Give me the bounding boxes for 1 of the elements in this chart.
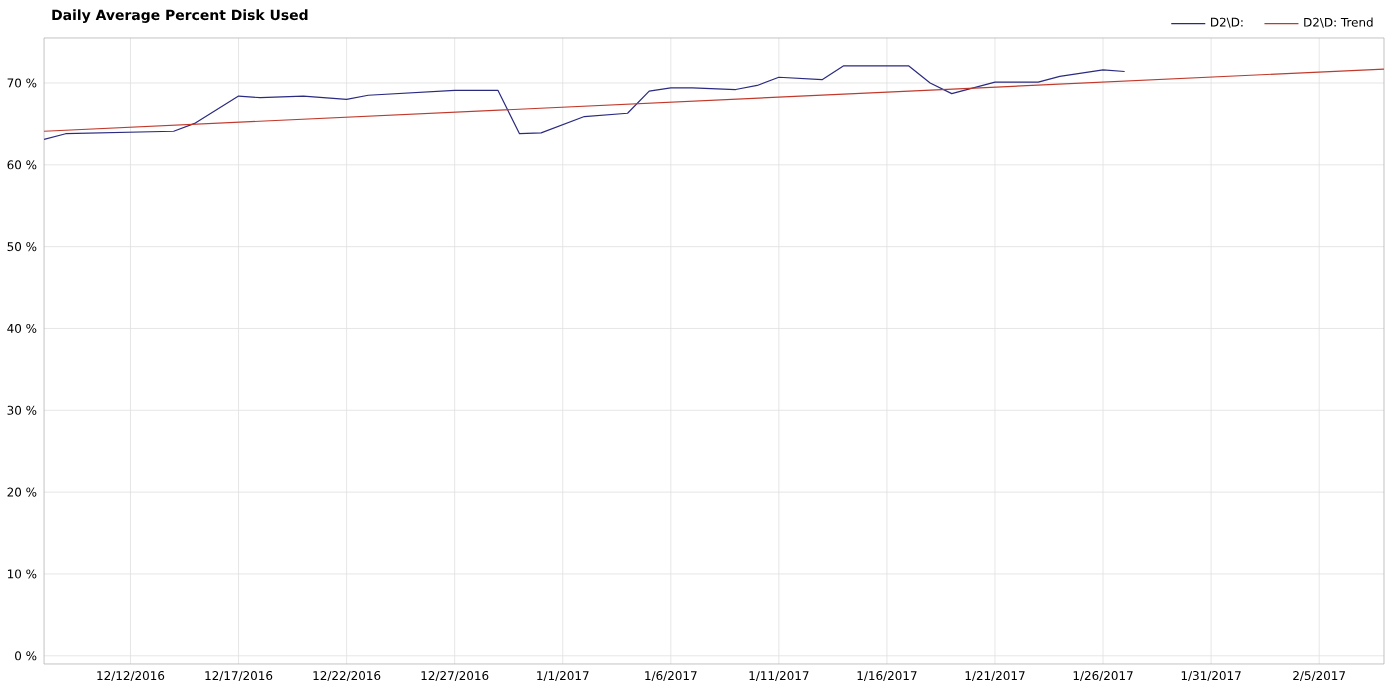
line-series: [44, 65, 1126, 141]
